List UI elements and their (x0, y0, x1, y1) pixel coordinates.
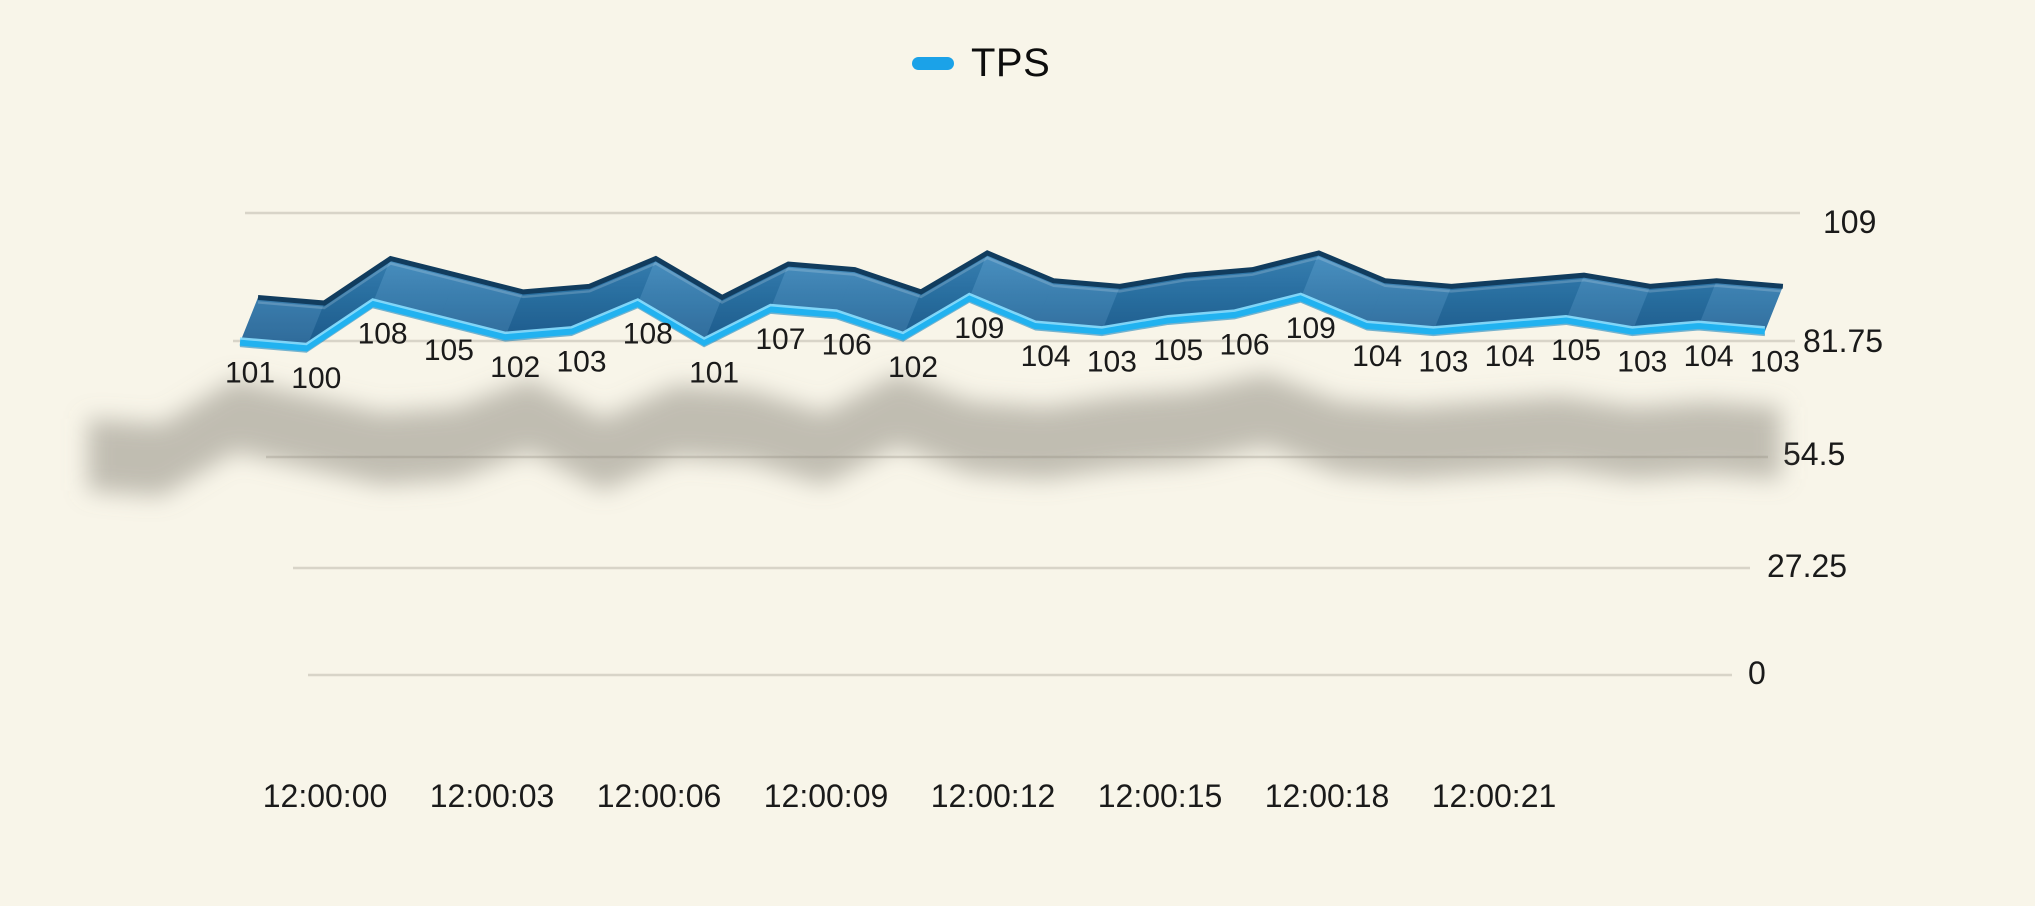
data-labels: 101 100 108 105 102 103 108 101 107 106 102 109 104 1… (225, 312, 1800, 395)
x-tick-label: 12:00:21 (1432, 778, 1557, 814)
ribbon-facet (1632, 280, 1717, 332)
ribbon-facet (1234, 252, 1319, 315)
data-label: 104 (1021, 340, 1071, 373)
data-label: 104 (1684, 340, 1734, 373)
ribbon-facet (306, 258, 391, 348)
data-label: 105 (1551, 334, 1601, 367)
ribbon-facet (505, 286, 590, 337)
data-label: 104 (1352, 340, 1402, 373)
tps-front-line (239, 294, 1766, 352)
y-tick-label: 27.25 (1767, 548, 1847, 584)
data-label: 108 (358, 318, 408, 351)
data-label: 108 (623, 318, 673, 351)
legend-label: TPS (971, 40, 1051, 85)
tps-back-sheen (257, 256, 1784, 310)
data-label: 103 (1087, 345, 1137, 378)
data-label: 102 (888, 351, 938, 384)
data-label: 102 (490, 351, 540, 384)
y-tick-label: 109 (1823, 204, 1876, 240)
x-tick-label: 12:00:15 (1098, 778, 1223, 814)
ribbon-facet (1698, 280, 1783, 332)
ribbon-facet (571, 258, 656, 332)
ribbon-facet (969, 252, 1054, 326)
data-label: 103 (1617, 345, 1667, 378)
data-label: 101 (689, 356, 739, 389)
legend: TPS (912, 40, 1050, 86)
series-shadow (88, 373, 1781, 496)
x-tick-label: 12:00:12 (931, 778, 1056, 814)
data-label: 103 (1418, 345, 1468, 378)
ribbon-facet (1168, 269, 1253, 321)
legend-item-tps[interactable]: TPS (912, 41, 1050, 86)
tps-back-edge (257, 250, 1784, 306)
data-label: 103 (556, 345, 606, 378)
data-label: 109 (954, 312, 1004, 345)
ribbon-facet (1035, 280, 1120, 332)
data-label: 107 (755, 323, 805, 356)
data-label: 104 (1485, 340, 1535, 373)
data-label: 100 (291, 362, 341, 395)
data-label: 105 (1153, 334, 1203, 367)
x-tick-label: 12:00:03 (430, 778, 555, 814)
ribbon-facet (1300, 252, 1386, 326)
y-tick-label: 54.5 (1783, 436, 1845, 472)
data-label: 101 (225, 356, 275, 389)
ribbon-facet (1566, 275, 1651, 332)
data-label: 105 (424, 334, 474, 367)
tps-front-highlight (239, 292, 1766, 346)
ribbon-facet (1433, 280, 1518, 332)
ribbon-facet (637, 258, 723, 343)
y-tick-label: 0 (1748, 655, 1766, 691)
ribbon-facet (704, 264, 789, 343)
x-axis-labels: 12:00:00 12:00:03 12:00:06 12:00:09 12:00:12… (263, 778, 1557, 814)
data-label: 109 (1286, 312, 1336, 345)
legend-marker-icon (912, 56, 954, 70)
x-tick-label: 12:00:18 (1265, 778, 1390, 814)
ribbon-facet (240, 297, 325, 348)
x-tick-label: 12:00:09 (764, 778, 889, 814)
y-tick-label: 81.75 (1803, 323, 1883, 359)
x-tick-label: 12:00:00 (263, 778, 388, 814)
ribbon-facet (1499, 275, 1584, 326)
x-tick-label: 12:00:06 (597, 778, 722, 814)
data-label: 106 (1219, 329, 1269, 362)
ribbon-facet (1367, 280, 1452, 332)
data-label: 106 (822, 329, 872, 362)
ribbon-facet (770, 264, 855, 315)
ribbon-facet (903, 252, 988, 337)
data-label: 103 (1750, 345, 1800, 378)
